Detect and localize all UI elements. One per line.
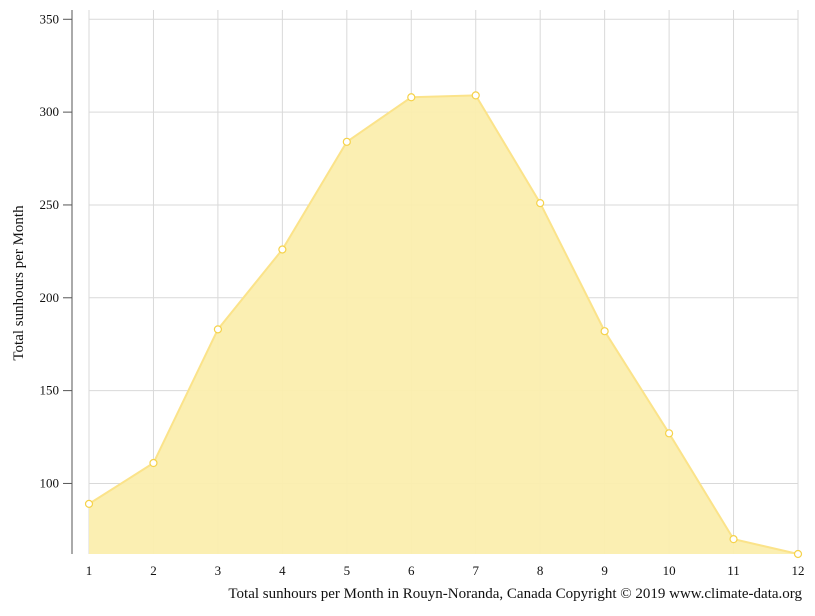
data-point-month-11 [729, 535, 738, 544]
data-point-month-9 [600, 327, 609, 336]
area-layer [88, 94, 799, 555]
x-tick-label-7: 7 [472, 563, 479, 578]
data-point-month-2 [149, 458, 158, 468]
x-axis-label: Total sunhours per Month in Rouyn-Norand… [228, 586, 802, 602]
x-tick-label-12: 12 [792, 563, 805, 578]
x-tick-label-4: 4 [279, 563, 286, 578]
data-point-month-4 [278, 245, 287, 254]
data-point-month-12 [793, 549, 803, 559]
data-point-month-8 [536, 198, 545, 208]
data-point-month-10 [664, 429, 674, 438]
x-tick-label-6: 6 [408, 563, 415, 578]
x-tick-label-2: 2 [150, 563, 157, 578]
y-tick-label-350: 350 [40, 11, 60, 26]
axes [63, 10, 73, 554]
x-tick-label-9: 9 [601, 563, 608, 578]
y-tick-label-100: 100 [40, 475, 60, 490]
data-point-month-1 [84, 499, 94, 508]
y-tick-label-300: 300 [40, 104, 60, 119]
x-tick-label-1: 1 [86, 563, 93, 578]
x-tick-label-3: 3 [215, 563, 222, 578]
x-tick-label-11: 11 [727, 563, 740, 578]
series-area-fill [89, 95, 798, 555]
y-axis-label: Total sunhours per Month [11, 205, 27, 361]
y-tick-label-200: 200 [40, 290, 60, 305]
data-markers [84, 91, 803, 559]
y-tick-label-150: 150 [40, 383, 60, 398]
x-tick-label-5: 5 [344, 563, 351, 578]
data-point-month-7 [471, 91, 480, 100]
data-point-month-5 [342, 137, 351, 146]
series-line [88, 94, 799, 555]
data-point-month-6 [407, 93, 416, 102]
data-point-month-3 [213, 325, 223, 334]
y-tick-label-250: 250 [40, 197, 60, 212]
x-tick-label-10: 10 [663, 563, 676, 578]
x-tick-label-8: 8 [537, 563, 544, 578]
